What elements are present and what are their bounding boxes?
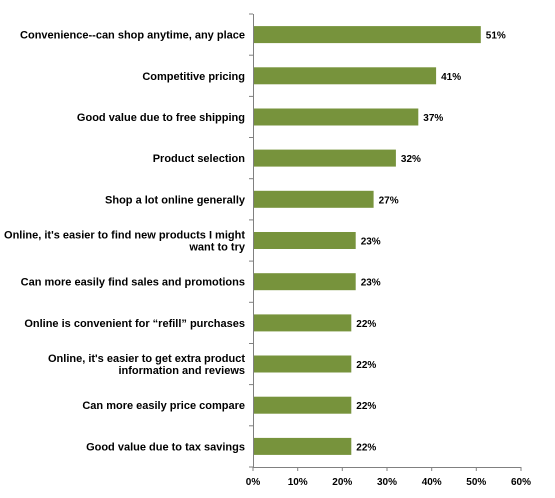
- x-tick-label: 10%: [288, 477, 308, 488]
- category-label-line: Online, it's easier to find new products…: [4, 230, 245, 242]
- bar: [253, 67, 437, 85]
- x-tick-label: 50%: [466, 477, 486, 488]
- category-label-line: want to try: [188, 242, 245, 254]
- x-tick-label: 20%: [332, 477, 352, 488]
- data-label: 41%: [441, 72, 461, 83]
- bar: [253, 26, 481, 44]
- category-label-line: Online, it's easier to get extra product: [48, 353, 245, 365]
- data-label: 32%: [401, 154, 421, 165]
- axes: 0% 10% 20% 30% 40% 50% 60%: [246, 13, 531, 488]
- category-label-line: Shop a lot online generally: [105, 194, 246, 206]
- bar: [253, 190, 374, 208]
- category-label-line: Good value due to free shipping: [77, 112, 245, 124]
- bar: [253, 355, 352, 373]
- data-labels: 51% 41% 37% 32% 27% 23% 23% 22% 22% 22% 22%: [356, 31, 506, 454]
- category-label: Online, it's easier to find new products…: [4, 230, 246, 254]
- bars-layer: [253, 26, 481, 455]
- category-label-line: Good value due to tax savings: [86, 441, 245, 453]
- data-label: 23%: [361, 278, 381, 289]
- category-label-line: Convenience--can shop anytime, any place: [20, 30, 245, 42]
- bar: [253, 314, 352, 332]
- category-labels: Convenience--can shop anytime, any place…: [4, 30, 246, 454]
- data-label: 27%: [379, 195, 399, 206]
- data-label: 37%: [423, 113, 443, 124]
- x-tick-label: 60%: [511, 477, 531, 488]
- bar: [253, 232, 356, 249]
- bar: [253, 396, 352, 414]
- category-label-line: Can more easily find sales and promotion…: [21, 277, 245, 289]
- category-label: Competitive pricing: [142, 71, 245, 83]
- category-label-line: Competitive pricing: [142, 71, 245, 83]
- x-tick-label: 0%: [246, 477, 261, 488]
- data-label: 22%: [356, 319, 376, 330]
- data-label: 22%: [356, 360, 376, 371]
- data-label: 22%: [356, 442, 376, 453]
- x-tick-label: 30%: [377, 477, 397, 488]
- category-label: Good value due to free shipping: [77, 112, 245, 124]
- bar: [253, 149, 396, 167]
- bar: [253, 108, 419, 126]
- category-label-line: Product selection: [153, 153, 246, 165]
- data-label: 51%: [486, 31, 506, 42]
- category-label: Shop a lot online generally: [105, 194, 246, 206]
- x-tick-label: 40%: [422, 477, 442, 488]
- category-label: Online, it's easier to get extra product…: [48, 353, 245, 377]
- data-label: 23%: [361, 237, 381, 248]
- category-label-line: Online is convenient for “refill” purcha…: [24, 318, 245, 330]
- category-label: Good value due to tax savings: [86, 441, 245, 453]
- category-label: Can more easily price compare: [82, 400, 245, 412]
- category-label: Product selection: [153, 153, 246, 165]
- category-label-line: information and reviews: [118, 365, 245, 377]
- bar: [253, 273, 356, 291]
- category-label: Online is convenient for “refill” purcha…: [24, 318, 245, 330]
- category-label-line: Can more easily price compare: [82, 400, 245, 412]
- bar: [253, 437, 352, 455]
- data-label: 22%: [356, 401, 376, 412]
- category-label: Convenience--can shop anytime, any place: [20, 30, 245, 42]
- category-label: Can more easily find sales and promotion…: [21, 277, 245, 289]
